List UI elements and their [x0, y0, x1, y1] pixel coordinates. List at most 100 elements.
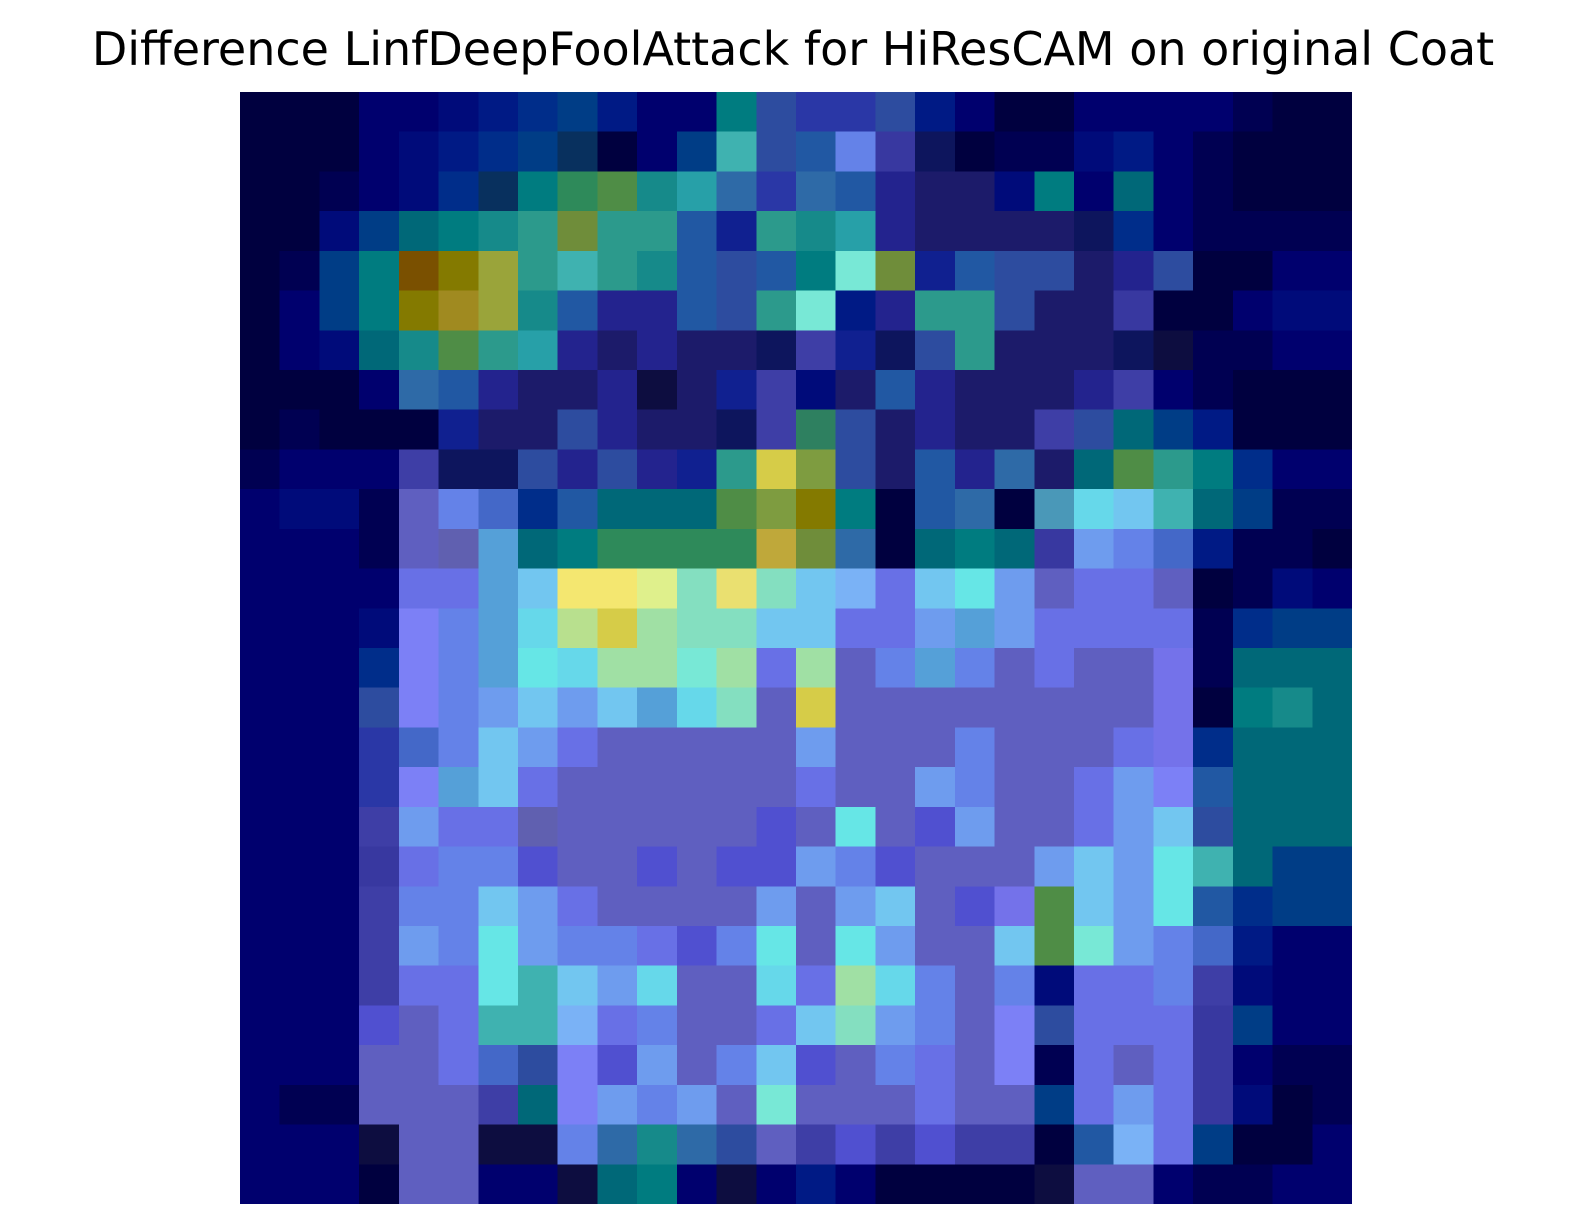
heatmap-cell	[796, 648, 837, 689]
heatmap-cell	[994, 846, 1036, 888]
heatmap-cell	[835, 1005, 877, 1046]
heatmap-cell	[1272, 290, 1314, 332]
heatmap-cells	[240, 92, 1352, 1204]
heatmap-cell	[1034, 886, 1075, 927]
heatmap-cell	[637, 608, 678, 649]
heatmap-cell	[994, 886, 1036, 927]
heatmap-cell	[1193, 965, 1234, 1007]
heatmap-cell	[716, 926, 758, 967]
heatmap-cell	[518, 330, 559, 371]
heatmap-cell	[835, 648, 877, 689]
heatmap-cell	[875, 648, 916, 689]
heatmap-cell	[1272, 727, 1314, 768]
heatmap-cell	[1153, 608, 1194, 649]
heatmap-cell	[915, 1084, 956, 1126]
heatmap-cell	[1193, 687, 1234, 729]
heatmap-cell	[796, 886, 837, 927]
heatmap-cell	[1074, 290, 1115, 332]
heatmap-cell	[994, 648, 1036, 689]
heatmap-cell	[398, 1084, 440, 1126]
heatmap-cell	[1113, 886, 1155, 927]
heatmap-cell	[756, 687, 797, 729]
heatmap-cell	[1034, 409, 1075, 451]
heatmap-cell	[676, 370, 718, 411]
heatmap-cell	[359, 1045, 400, 1086]
heatmap-cell	[756, 528, 797, 570]
heatmap-cell	[676, 1045, 718, 1086]
heatmap-cell	[1312, 926, 1352, 967]
heatmap-cell	[1272, 528, 1314, 570]
heatmap-cell	[1034, 171, 1075, 212]
heatmap-cell	[716, 1124, 758, 1166]
heatmap-cell	[319, 171, 360, 212]
heatmap-cell	[1232, 409, 1274, 451]
heatmap-cell	[1272, 211, 1314, 252]
heatmap-cell	[1232, 1084, 1274, 1126]
heatmap-cell	[1232, 727, 1274, 768]
heatmap-cell	[1232, 211, 1274, 252]
heatmap-cell	[1113, 409, 1155, 451]
heatmap-cell	[637, 687, 678, 729]
heatmap-cell	[597, 846, 638, 888]
heatmap-cell	[954, 528, 996, 570]
heatmap-cell	[1153, 92, 1194, 133]
heatmap-cell	[557, 1124, 599, 1166]
heatmap-cell	[478, 926, 519, 967]
heatmap-cell	[478, 290, 519, 332]
heatmap-cell	[279, 330, 321, 371]
heatmap-cell	[835, 806, 877, 848]
heatmap-cell	[954, 409, 996, 451]
heatmap-cell	[359, 846, 400, 888]
heatmap-cell	[1113, 1124, 1155, 1166]
heatmap-cell	[279, 1005, 321, 1046]
heatmap-cell	[1193, 568, 1234, 610]
heatmap-cell	[875, 1084, 916, 1126]
heatmap-cell	[359, 648, 400, 689]
heatmap-cell	[240, 330, 281, 371]
heatmap-cell	[915, 1164, 956, 1204]
heatmap-cell	[756, 92, 797, 133]
heatmap-cell	[835, 608, 877, 649]
heatmap-cell	[359, 171, 400, 212]
heatmap-cell	[637, 926, 678, 967]
heatmap-cell	[359, 926, 400, 967]
heatmap-cell	[676, 449, 718, 490]
heatmap-cell	[1272, 886, 1314, 927]
heatmap-cell	[1153, 1084, 1194, 1126]
heatmap-cell	[994, 608, 1036, 649]
heatmap-cell	[756, 727, 797, 768]
heatmap-cell	[478, 489, 519, 530]
heatmap-cell	[716, 687, 758, 729]
heatmap-cell	[1153, 1164, 1194, 1204]
heatmap-cell	[557, 92, 599, 133]
heatmap-cell	[835, 886, 877, 927]
heatmap-cell	[240, 92, 281, 133]
heatmap-cell	[796, 1084, 837, 1126]
heatmap-cell	[359, 211, 400, 252]
heatmap-cell	[1113, 926, 1155, 967]
heatmap-cell	[835, 846, 877, 888]
heatmap-cell	[954, 767, 996, 808]
heatmap-cell	[796, 767, 837, 808]
heatmap-cell	[398, 1005, 440, 1046]
heatmap-cell	[637, 528, 678, 570]
heatmap-cell	[359, 1084, 400, 1126]
heatmap-cell	[557, 409, 599, 451]
heatmap-cell	[1153, 806, 1194, 848]
heatmap-cell	[438, 608, 480, 649]
heatmap-cell	[279, 886, 321, 927]
heatmap-cell	[359, 608, 400, 649]
heatmap-cell	[1153, 211, 1194, 252]
heatmap-cell	[240, 489, 281, 530]
heatmap-cell	[1074, 926, 1115, 967]
heatmap-cell	[875, 370, 916, 411]
heatmap-cell	[359, 92, 400, 133]
heatmap-cell	[915, 211, 956, 252]
heatmap-cell	[915, 489, 956, 530]
heatmap-cell	[1153, 926, 1194, 967]
heatmap-cell	[438, 806, 480, 848]
heatmap-cell	[1113, 727, 1155, 768]
heatmap-cell	[796, 1045, 837, 1086]
heatmap-cell	[954, 131, 996, 173]
heatmap-cell	[398, 608, 440, 649]
